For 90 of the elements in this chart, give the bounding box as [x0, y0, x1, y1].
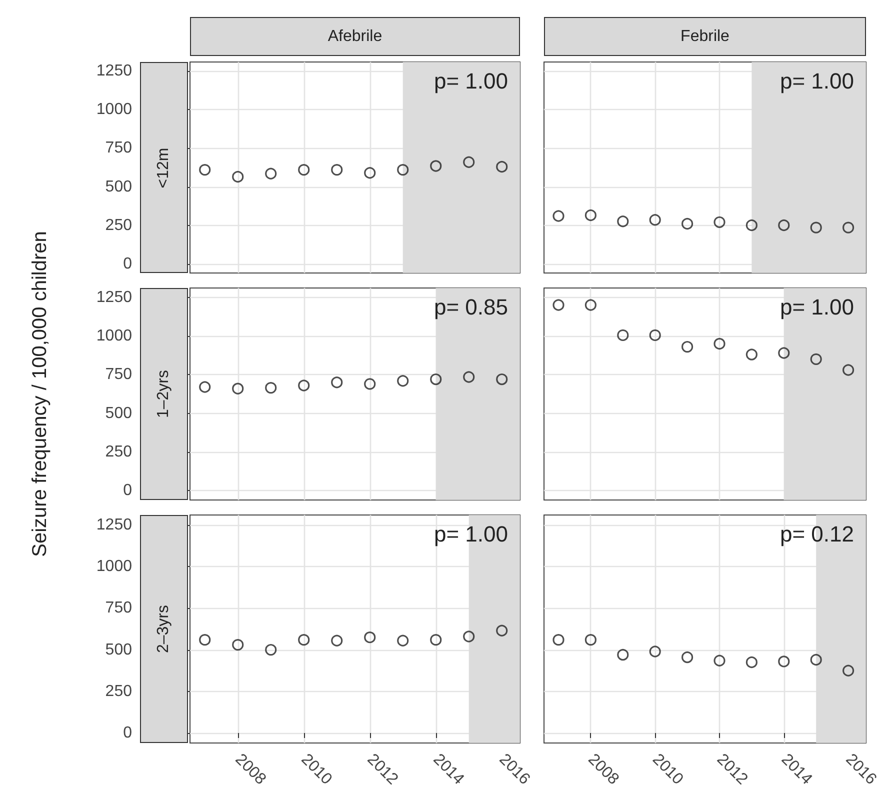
chart-title: Febrile	[544, 17, 866, 56]
y-tick-label: 250	[105, 682, 132, 700]
point	[199, 634, 211, 646]
point	[746, 348, 758, 360]
point	[810, 654, 822, 666]
annotation: p= 1.00	[780, 68, 854, 94]
annotation: p= 0.85	[434, 294, 508, 320]
y-tick-label: 1000	[96, 327, 132, 344]
annotation: p= 1.00	[434, 68, 508, 94]
y-tick-label: 0	[123, 482, 132, 500]
point	[364, 378, 376, 390]
point	[397, 164, 409, 176]
point	[265, 168, 277, 180]
point	[842, 364, 854, 376]
y-tick-label: 750	[105, 600, 132, 617]
text: 1–2yrs	[155, 370, 173, 418]
y-tick-label: 500	[105, 641, 132, 658]
point	[430, 634, 442, 646]
y-tick-label: 750	[105, 140, 132, 157]
y-tick-label: 0	[123, 724, 132, 742]
point	[617, 216, 629, 228]
point	[232, 639, 244, 651]
point	[430, 374, 442, 386]
point	[810, 222, 822, 234]
point	[584, 209, 596, 222]
point	[682, 218, 694, 230]
annotation: p= 0.12	[780, 522, 854, 546]
y-tick-label: 250	[105, 216, 132, 234]
annotation: p= 1.00	[780, 294, 854, 320]
point	[552, 299, 564, 311]
point	[584, 299, 596, 311]
y-tick-label: 1250	[96, 288, 132, 306]
point	[298, 380, 310, 392]
point	[265, 382, 277, 394]
point	[199, 164, 211, 176]
point	[714, 216, 726, 228]
point	[232, 382, 244, 394]
y-tick-label: 0	[123, 255, 132, 272]
y-tick-label: 500	[105, 178, 132, 196]
point	[463, 630, 475, 642]
point	[746, 219, 758, 232]
point	[298, 164, 310, 176]
point	[649, 214, 661, 226]
y-tick-label: 1000	[96, 558, 132, 576]
point	[778, 656, 790, 668]
point	[364, 167, 376, 179]
point	[331, 376, 343, 388]
point	[552, 210, 564, 222]
point	[682, 341, 694, 353]
point	[842, 222, 854, 234]
point	[714, 338, 726, 350]
y-axis-title: Seizure frequency / 100,000 children	[28, 230, 52, 559]
y-tick-label: 1250	[96, 516, 132, 534]
point	[617, 329, 629, 341]
y-tick-label: 500	[105, 404, 132, 422]
point	[496, 160, 508, 173]
text: 2–3yrs	[155, 604, 173, 654]
y-tick-label: 1000	[96, 101, 132, 118]
point	[331, 164, 343, 176]
y-tick-label: 250	[105, 444, 132, 461]
point	[199, 381, 211, 393]
point	[810, 353, 822, 365]
point	[552, 634, 564, 646]
annotation: p= 1.00	[434, 522, 508, 546]
chart-title: Afebrile	[190, 17, 520, 56]
text: <12m	[155, 147, 173, 188]
point	[746, 656, 758, 668]
point	[778, 219, 790, 232]
point	[397, 634, 409, 646]
point	[584, 634, 596, 646]
point	[331, 634, 343, 646]
point	[617, 649, 629, 661]
point	[265, 644, 277, 656]
point	[649, 329, 661, 341]
point	[298, 634, 310, 646]
point	[649, 646, 661, 658]
point	[682, 651, 694, 664]
point	[364, 632, 376, 644]
point	[778, 347, 790, 359]
point	[463, 156, 475, 168]
point	[496, 624, 508, 636]
point	[842, 664, 854, 676]
point	[397, 375, 409, 387]
y-tick-label: 750	[105, 366, 132, 384]
point	[430, 160, 442, 172]
point	[496, 374, 508, 386]
point	[463, 371, 475, 383]
point	[232, 170, 244, 183]
y-tick-label: 1250	[96, 62, 132, 80]
point	[714, 654, 726, 666]
